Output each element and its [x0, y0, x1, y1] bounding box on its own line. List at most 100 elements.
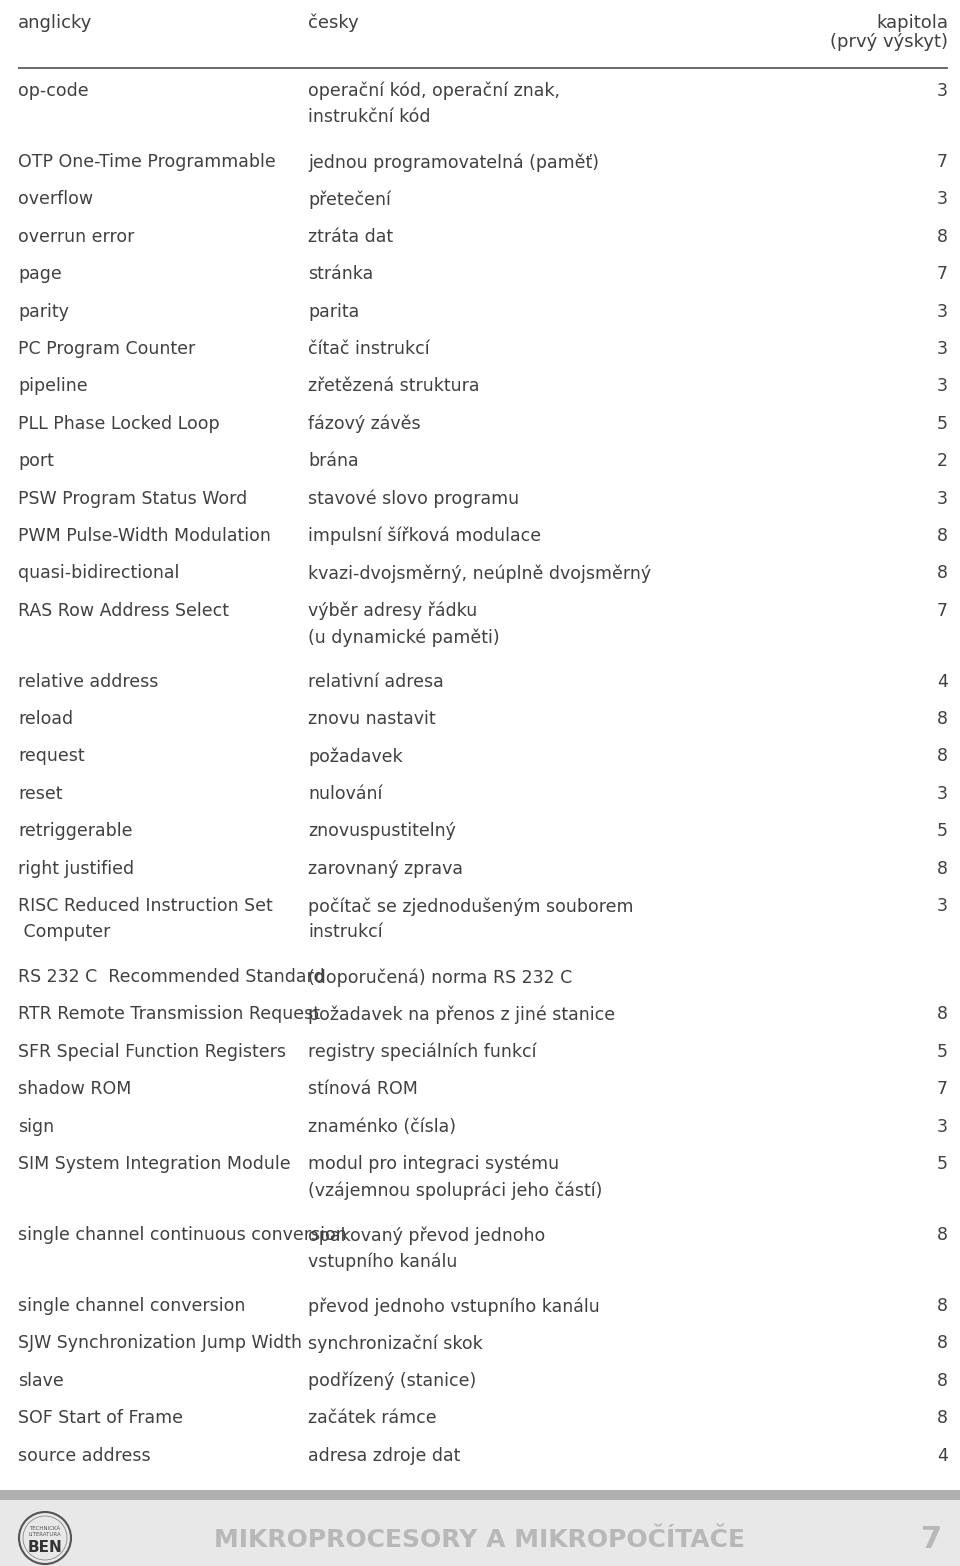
- Text: SOF Start of Frame: SOF Start of Frame: [18, 1409, 183, 1427]
- Text: čítač instrukcí: čítač instrukcí: [308, 340, 430, 359]
- Text: požadavek: požadavek: [308, 747, 402, 766]
- Text: relative address: relative address: [18, 673, 158, 691]
- Text: 3: 3: [937, 340, 948, 359]
- Text: začátek rámce: začátek rámce: [308, 1409, 437, 1427]
- Text: adresa zdroje dat: adresa zdroje dat: [308, 1447, 461, 1464]
- Text: přetečení: přetečení: [308, 191, 391, 208]
- Text: SJW Synchronization Jump Width: SJW Synchronization Jump Width: [18, 1334, 302, 1353]
- Text: operační kód, operační znak,
instrukční kód: operační kód, operační znak, instrukční …: [308, 81, 560, 127]
- Text: výběr adresy řádku
(u dynamické paměti): výběr adresy řádku (u dynamické paměti): [308, 601, 499, 647]
- Text: stavové slovo programu: stavové slovo programu: [308, 490, 519, 507]
- Text: SIM System Integration Module: SIM System Integration Module: [18, 1156, 291, 1173]
- Text: single channel conversion: single channel conversion: [18, 1297, 246, 1315]
- Text: page: page: [18, 265, 61, 283]
- Text: 3: 3: [937, 785, 948, 803]
- Text: PSW Program Status Word: PSW Program Status Word: [18, 490, 248, 507]
- Text: 7: 7: [921, 1525, 942, 1555]
- Text: znovu nastavit: znovu nastavit: [308, 709, 436, 728]
- Text: op-code: op-code: [18, 81, 88, 100]
- Text: 8: 8: [937, 1334, 948, 1353]
- Text: RAS Row Address Select: RAS Row Address Select: [18, 601, 229, 620]
- Text: česky: česky: [308, 14, 359, 33]
- Text: 3: 3: [937, 897, 948, 915]
- Text: RTR Remote Transmission Request: RTR Remote Transmission Request: [18, 1005, 320, 1024]
- Text: 7: 7: [937, 153, 948, 171]
- Text: 8: 8: [937, 1005, 948, 1024]
- Text: kvazi-dvojsměrný, neúplně dvojsměrný: kvazi-dvojsměrný, neúplně dvojsměrný: [308, 564, 651, 583]
- Bar: [0, 1489, 960, 1500]
- Text: 5: 5: [937, 1043, 948, 1060]
- Text: anglicky: anglicky: [18, 14, 92, 31]
- Text: stínová ROM: stínová ROM: [308, 1081, 418, 1098]
- Text: reload: reload: [18, 709, 73, 728]
- Text: OTP One-Time Programmable: OTP One-Time Programmable: [18, 153, 276, 171]
- Text: 8: 8: [937, 747, 948, 766]
- Text: počítač se zjednodušeným souborem
instrukcí: počítač se zjednodušeným souborem instru…: [308, 897, 634, 941]
- Text: pipeline: pipeline: [18, 377, 87, 395]
- Text: MIKROPROCESORY A MIKROPOČÍTAČE: MIKROPROCESORY A MIKROPOČÍTAČE: [214, 1528, 746, 1552]
- Text: PLL Phase Locked Loop: PLL Phase Locked Loop: [18, 415, 220, 432]
- Text: parity: parity: [18, 302, 69, 321]
- Text: 7: 7: [937, 601, 948, 620]
- Text: 3: 3: [937, 377, 948, 395]
- Text: 8: 8: [937, 1297, 948, 1315]
- Text: synchronizační skok: synchronizační skok: [308, 1334, 483, 1353]
- Text: 7: 7: [937, 265, 948, 283]
- Text: request: request: [18, 747, 84, 766]
- Text: 5: 5: [937, 1156, 948, 1173]
- Text: 8: 8: [937, 1226, 948, 1243]
- Text: RS 232 C  Recommended Standard: RS 232 C Recommended Standard: [18, 968, 324, 987]
- Text: right justified: right justified: [18, 860, 134, 877]
- Text: fázový závěs: fázový závěs: [308, 415, 420, 434]
- Text: 5: 5: [937, 415, 948, 432]
- Text: 7: 7: [937, 1081, 948, 1098]
- Text: single channel continuous conversion: single channel continuous conversion: [18, 1226, 347, 1243]
- Text: 2: 2: [937, 453, 948, 470]
- Text: 8: 8: [937, 227, 948, 246]
- Text: quasi-bidirectional: quasi-bidirectional: [18, 564, 180, 583]
- Text: sign: sign: [18, 1118, 54, 1135]
- Text: 4: 4: [937, 1447, 948, 1464]
- Text: 3: 3: [937, 302, 948, 321]
- Text: reset: reset: [18, 785, 62, 803]
- Text: 8: 8: [937, 860, 948, 877]
- Text: 5: 5: [937, 822, 948, 841]
- Text: retriggerable: retriggerable: [18, 822, 132, 841]
- Text: jednou programovatelná (paměť): jednou programovatelná (paměť): [308, 153, 599, 172]
- Text: 8: 8: [937, 709, 948, 728]
- Text: SFR Special Function Registers: SFR Special Function Registers: [18, 1043, 286, 1060]
- Text: 3: 3: [937, 191, 948, 208]
- Text: LITERATURA: LITERATURA: [29, 1533, 61, 1538]
- Text: registry speciálních funkcí: registry speciálních funkcí: [308, 1043, 537, 1062]
- Text: nulování: nulování: [308, 785, 382, 803]
- Text: 3: 3: [937, 1118, 948, 1135]
- Text: RISC Reduced Instruction Set
 Computer: RISC Reduced Instruction Set Computer: [18, 897, 273, 941]
- Text: kapitola: kapitola: [876, 14, 948, 31]
- Text: (prvý výskyt): (prvý výskyt): [830, 33, 948, 52]
- Text: 3: 3: [937, 81, 948, 100]
- Text: opakovaný převod jednoho
vstupního kanálu: opakovaný převod jednoho vstupního kanál…: [308, 1226, 545, 1272]
- Text: shadow ROM: shadow ROM: [18, 1081, 132, 1098]
- Text: PWM Pulse-Width Modulation: PWM Pulse-Width Modulation: [18, 526, 271, 545]
- Text: impulsní šířková modulace: impulsní šířková modulace: [308, 526, 541, 545]
- Text: požadavek na přenos z jiné stanice: požadavek na přenos z jiné stanice: [308, 1005, 615, 1024]
- Text: relativní adresa: relativní adresa: [308, 673, 444, 691]
- Text: 8: 8: [937, 1409, 948, 1427]
- Text: znovuspustitelný: znovuspustitelný: [308, 822, 456, 841]
- Text: zřetězená struktura: zřetězená struktura: [308, 377, 479, 395]
- Text: 8: 8: [937, 564, 948, 583]
- Text: 4: 4: [937, 673, 948, 691]
- Text: podřízený (stanice): podřízený (stanice): [308, 1372, 476, 1391]
- Text: slave: slave: [18, 1372, 63, 1391]
- Text: source address: source address: [18, 1447, 151, 1464]
- Text: převod jednoho vstupního kanálu: převod jednoho vstupního kanálu: [308, 1297, 600, 1315]
- Text: BEN: BEN: [28, 1539, 62, 1555]
- Text: ztráta dat: ztráta dat: [308, 227, 394, 246]
- Text: (doporučená) norma RS 232 C: (doporučená) norma RS 232 C: [308, 968, 572, 987]
- Text: port: port: [18, 453, 54, 470]
- Text: TECHNICKÁ: TECHNICKÁ: [30, 1525, 60, 1530]
- Text: 8: 8: [937, 526, 948, 545]
- Text: 8: 8: [937, 1372, 948, 1391]
- Text: 3: 3: [937, 490, 948, 507]
- Text: parita: parita: [308, 302, 359, 321]
